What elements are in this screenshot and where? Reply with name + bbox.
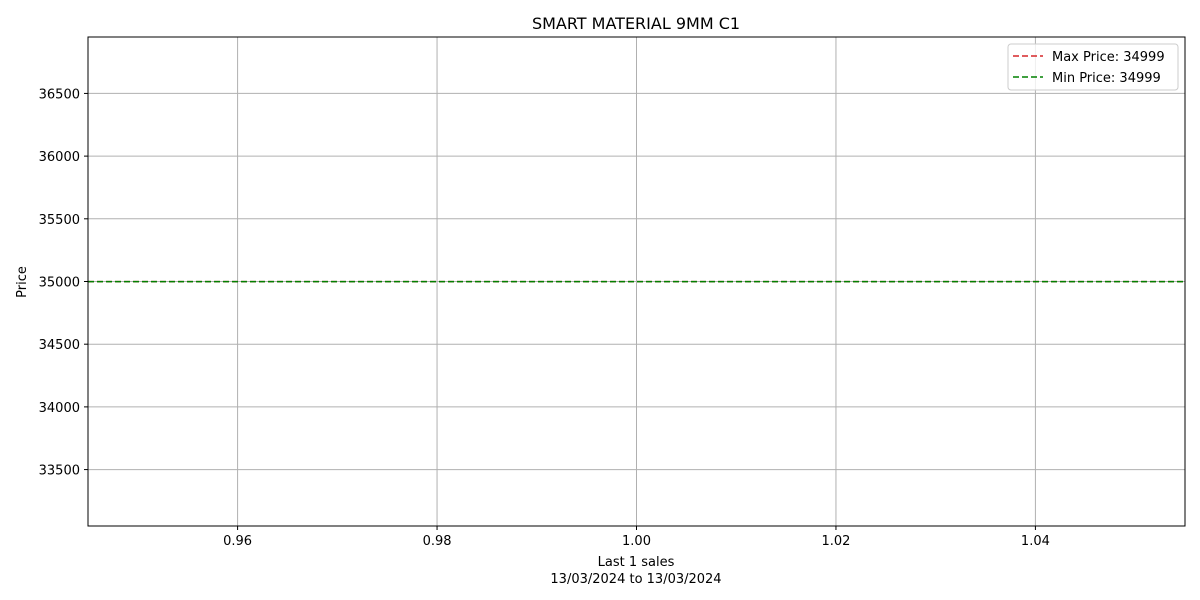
x-axis-sublabel: 13/03/2024 to 13/03/2024 xyxy=(550,572,721,587)
x-tick-label: 1.04 xyxy=(1021,534,1050,549)
y-tick-label: 36500 xyxy=(39,87,80,102)
y-tick-label: 35500 xyxy=(39,213,80,228)
x-tick-label: 1.02 xyxy=(821,534,850,549)
x-tick-label: 1.00 xyxy=(622,534,651,549)
y-tick-label: 35000 xyxy=(39,276,80,291)
x-tick-label: 0.96 xyxy=(223,534,252,549)
y-tick-label: 36000 xyxy=(39,150,80,165)
legend: Max Price: 34999 Min Price: 34999 xyxy=(1007,43,1179,91)
chart-title: SMART MATERIAL 9MM C1 xyxy=(532,14,740,33)
y-tick-label: 34000 xyxy=(39,401,80,416)
legend-items: Max Price: 34999 Min Price: 34999 xyxy=(1013,50,1165,86)
legend-min-label: Min Price: 34999 xyxy=(1052,71,1161,86)
x-tick-label: 0.98 xyxy=(423,534,452,549)
legend-max-label: Max Price: 34999 xyxy=(1052,50,1165,65)
y-axis-label: Price xyxy=(15,266,30,298)
x-axis-ticks: 0.96 0.98 1.00 1.02 1.04 xyxy=(223,526,1050,549)
y-axis-ticks: 33500 34000 34500 35000 35500 36000 36500 xyxy=(39,87,88,479)
x-axis-label: Last 1 sales xyxy=(598,555,675,570)
y-tick-label: 33500 xyxy=(39,464,80,479)
y-tick-label: 34500 xyxy=(39,338,80,353)
legend-box xyxy=(1007,43,1179,91)
